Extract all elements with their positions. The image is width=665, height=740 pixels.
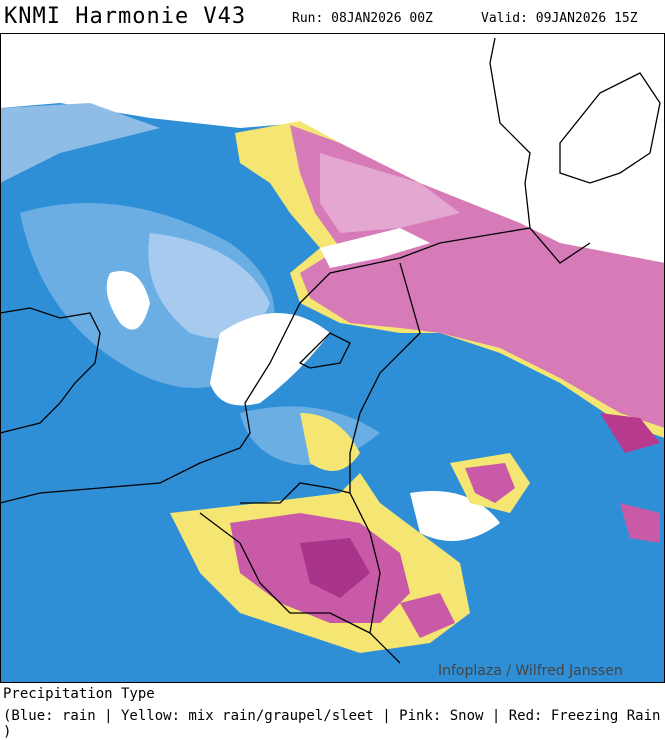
coastline	[0, 227, 591, 504]
coastline	[559, 72, 661, 184]
coastline	[298, 332, 351, 369]
no-precip-area	[320, 228, 430, 268]
snow-area	[465, 463, 515, 503]
heavy-snow-area	[300, 538, 370, 598]
light-rain-area	[0, 103, 160, 183]
footer-title: Precipitation Type	[3, 686, 155, 702]
light-rain-area	[148, 233, 270, 339]
border	[199, 512, 371, 634]
no-precip-area	[106, 271, 150, 330]
watermark: Infoplaza / Wilfred Janssen	[438, 663, 623, 679]
border	[240, 482, 351, 504]
snow-area	[320, 153, 460, 233]
coastlines	[0, 37, 661, 664]
coastline	[0, 307, 101, 434]
snow-area	[400, 593, 455, 638]
coastline	[489, 37, 531, 229]
header: KNMI Harmonie V43 Run: 08JAN2026 00Z Val…	[0, 0, 665, 33]
run-time: Run: 08JAN2026 00Z	[292, 11, 433, 26]
freezing-area	[600, 413, 660, 453]
mixed-precip-area	[300, 413, 360, 471]
valid-time: Valid: 09JAN2026 15Z	[481, 11, 638, 26]
map: Infoplaza / Wilfred Janssen	[0, 33, 665, 683]
title: KNMI Harmonie V43	[4, 4, 247, 29]
no-precip-area	[210, 313, 330, 406]
footer-legend: (Blue: rain | Yellow: mix rain/graupel/s…	[3, 708, 661, 740]
border	[349, 262, 421, 664]
snow-area	[620, 503, 660, 543]
